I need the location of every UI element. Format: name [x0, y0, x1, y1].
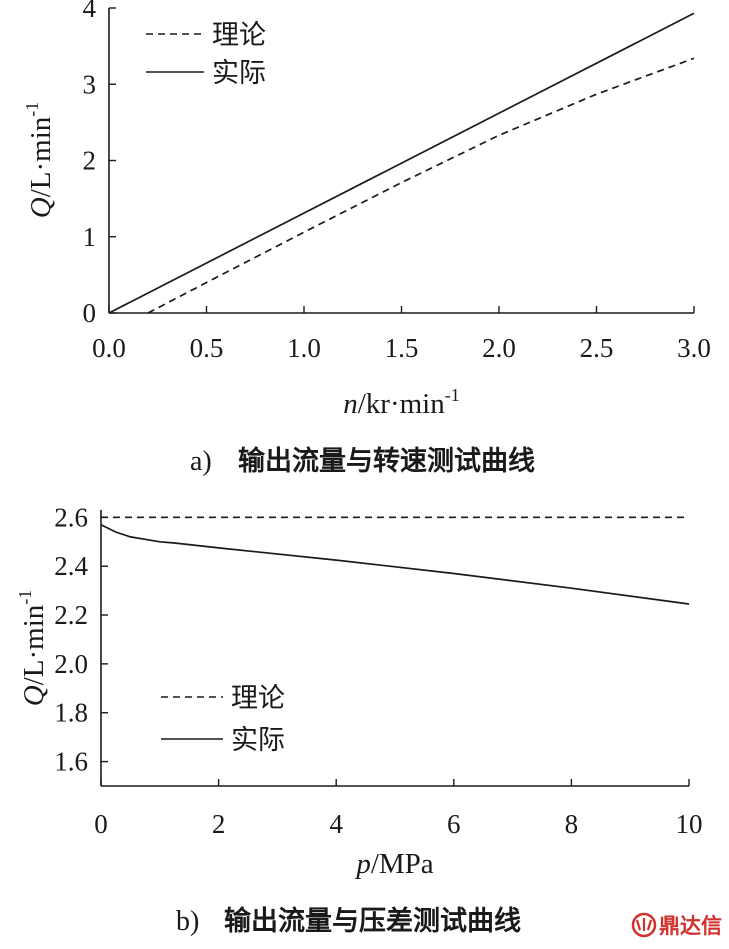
chart-b-y-tick-label: 1.6 [54, 747, 88, 777]
chart-a-y-axis-variable: Q [25, 197, 57, 218]
watermark-logo: 鼎达信 [631, 912, 722, 938]
chart-a-y-tick-label: 1 [83, 222, 97, 252]
chart-a-x-axis-title: n/kr·min-1 [343, 385, 460, 420]
chart-b-legend-label: 实际 [231, 725, 285, 756]
chart-b-y-tick-label: 2.2 [54, 600, 88, 630]
chart-a-x-axis-unit: /kr·min [358, 388, 445, 420]
chart-a-x-tick-label: 2.0 [482, 333, 516, 363]
watermark-logo-mark [635, 918, 653, 931]
chart-b-y-axis-unit: /L·min [18, 604, 50, 685]
watermark-text: 鼎达信 [659, 914, 722, 938]
chart-a-x-axis-exponent: -1 [445, 385, 460, 405]
chart-a-x-axis-variable: n [343, 388, 358, 420]
chart-b-x-tick-label: 0 [94, 809, 108, 839]
chart-a-caption: 输出流量与转速测试曲线 [238, 445, 535, 477]
chart-a-y-tick-label: 3 [83, 69, 97, 99]
chart-b-x-axis-variable: p [354, 848, 371, 880]
chart-b-y-tick-label: 2.0 [54, 649, 88, 679]
chart-a-y-tick-label: 0 [83, 298, 97, 328]
chart-b-legend-label: 理论 [231, 683, 285, 714]
chart-a-y-axis-exponent: -1 [22, 102, 42, 117]
chart-a-y-axis-title: Q/L·min-1 [22, 102, 57, 219]
chart-a-y-axis-unit: /L·min [25, 116, 57, 197]
chart-a-x-tick-label: 3.0 [677, 333, 711, 363]
chart-a-y-tick-label: 4 [83, 0, 97, 23]
chart-b-x-axis-unit: /MPa [371, 848, 434, 880]
chart-b-x-tick-label: 2 [212, 809, 226, 839]
chart-a-caption-tag: a) [190, 446, 212, 477]
chart-b-series-actual-line [100, 523, 690, 605]
chart-b-x-axis-title: p/MPa [354, 848, 433, 880]
chart-a-x-tick-label: 0.5 [190, 333, 224, 363]
chart-a-x-tick-label: 0.0 [92, 333, 126, 363]
chart-b-y-tick-label: 2.4 [54, 551, 88, 581]
chart-b-caption-tag: b) [176, 906, 199, 937]
chart-a-legend-label: 理论 [212, 20, 266, 51]
chart-b-y-axis-exponent: -1 [15, 590, 35, 605]
chart-b-x-tick-label: 8 [565, 809, 579, 839]
chart-b-x-tick-label: 6 [447, 809, 461, 839]
chart-a-flow-vs-speed: 0.0 0.5 1.0 1.5 2.0 2.5 3.001234理论实际n/kr·min-1… [22, 0, 711, 477]
chart-b-y-axis-title: Q/L·min-1 [15, 590, 50, 707]
watermark-logo-icon [631, 912, 657, 938]
chart-a-x-tick-label: 2.5 [580, 333, 614, 363]
chart-b-y-tick-label: 1.8 [54, 698, 88, 728]
chart-a-x-tick-label: 1.5 [385, 333, 419, 363]
chart-a-series-actual-line [108, 12, 695, 314]
chart-b-x-tick-label: 4 [329, 809, 343, 839]
chart-a-legend-label: 实际 [212, 58, 266, 89]
chart-b-y-tick-label: 2.6 [54, 502, 88, 532]
chart-a-series-theory-line [147, 57, 695, 314]
chart-b-y-axis-variable: Q [18, 685, 50, 706]
chart-b-x-tick-label: 10 [676, 809, 703, 839]
chart-a-y-tick-label: 2 [83, 146, 97, 176]
chart-a-x-tick-label: 1.0 [287, 333, 321, 363]
chart-b-caption: 输出流量与压差测试曲线 [224, 905, 521, 937]
